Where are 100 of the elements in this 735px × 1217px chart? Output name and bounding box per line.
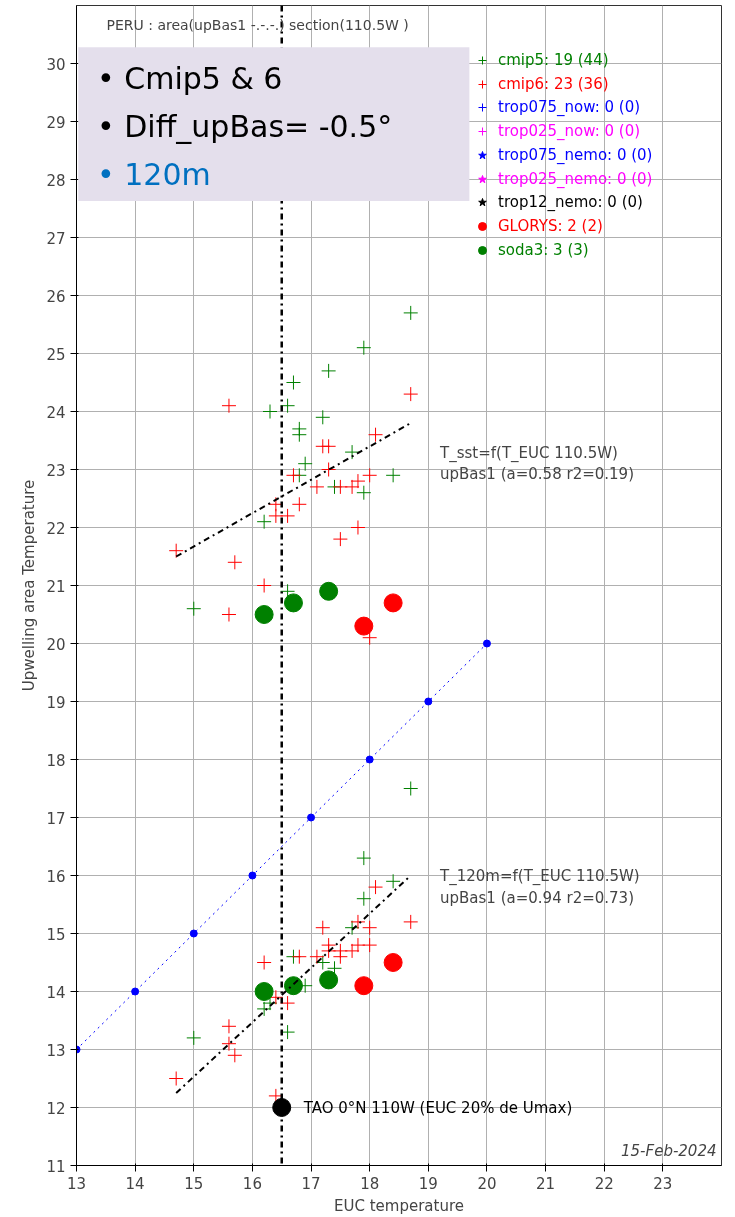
legend-label: trop025_now: 0 (0) bbox=[498, 121, 641, 142]
point bbox=[332, 479, 348, 495]
point bbox=[315, 409, 331, 425]
point bbox=[356, 485, 372, 501]
y-tick-label: 11 bbox=[46, 1157, 66, 1176]
point bbox=[262, 404, 278, 419]
point bbox=[362, 467, 378, 483]
point bbox=[272, 1098, 292, 1117]
point bbox=[309, 479, 325, 495]
x-tick-label: 20 bbox=[477, 1174, 497, 1193]
point bbox=[332, 949, 348, 965]
point bbox=[383, 953, 403, 972]
point bbox=[256, 578, 272, 593]
point bbox=[319, 581, 339, 601]
point bbox=[385, 873, 401, 889]
point bbox=[482, 639, 491, 648]
y-tick-label: 16 bbox=[46, 867, 66, 886]
y-tick-label: 27 bbox=[46, 229, 66, 248]
y-tick-label: 13 bbox=[46, 1041, 66, 1060]
annotation: 15-Feb-2024 bbox=[621, 1141, 717, 1160]
legend-label: trop075_now: 0 (0) bbox=[498, 97, 641, 118]
annotation: T_sst=f(T_EUC 110.5W) upBas1 (a=0.58 r2=0.19) bbox=[439, 443, 634, 484]
annotation: • 120m bbox=[97, 156, 211, 192]
point bbox=[268, 508, 284, 524]
point bbox=[315, 920, 331, 936]
point bbox=[321, 438, 337, 454]
point bbox=[297, 456, 313, 472]
point bbox=[403, 386, 419, 402]
point bbox=[280, 995, 296, 1011]
legend-label: soda3: 3 (3) bbox=[498, 239, 589, 260]
point bbox=[356, 891, 372, 907]
legend-label: trop025_nemo: 0 (0) bbox=[498, 168, 653, 189]
y-tick-label: 18 bbox=[46, 751, 66, 770]
point bbox=[248, 871, 257, 880]
x-tick-label: 14 bbox=[125, 1174, 145, 1193]
point bbox=[221, 607, 237, 622]
y-tick-label: 29 bbox=[46, 113, 66, 132]
point bbox=[350, 914, 366, 930]
y-tick-label: 24 bbox=[46, 403, 66, 422]
point bbox=[424, 697, 433, 706]
y-tick-label: 20 bbox=[46, 635, 66, 654]
point bbox=[186, 1030, 202, 1046]
point bbox=[291, 496, 307, 512]
y-tick-label: 22 bbox=[46, 519, 66, 538]
point bbox=[350, 520, 366, 535]
legend-label: GLORYS: 2 (2) bbox=[498, 215, 603, 236]
y-tick-label: 30 bbox=[46, 55, 66, 74]
y-tick-label: 17 bbox=[46, 809, 66, 828]
x-tick-label: 17 bbox=[301, 1174, 321, 1193]
x-tick-label: 18 bbox=[360, 1174, 380, 1193]
point bbox=[285, 467, 301, 483]
point bbox=[332, 531, 348, 547]
point bbox=[283, 976, 303, 996]
point bbox=[227, 554, 243, 570]
point bbox=[362, 937, 378, 953]
point bbox=[368, 427, 384, 443]
point bbox=[368, 879, 384, 895]
point bbox=[309, 949, 325, 965]
legend-label: cmip5: 19 (44) bbox=[498, 50, 609, 70]
annotation: • Diff_upBas= -0.5° bbox=[97, 108, 393, 144]
point bbox=[385, 467, 401, 483]
point bbox=[254, 605, 274, 624]
annotation: PERU : area(upBas1 -.-.-.) section(110.5W ) bbox=[106, 16, 409, 33]
annotation: T_120m=f(T_EUC 110.5W) upBas1 (a=0.94 r2=0.73) bbox=[439, 867, 640, 907]
x-tick-label: 21 bbox=[536, 1174, 556, 1193]
point bbox=[291, 949, 307, 965]
point bbox=[403, 914, 419, 930]
point bbox=[403, 305, 419, 321]
point bbox=[221, 1018, 237, 1034]
point bbox=[383, 593, 403, 613]
point bbox=[256, 514, 272, 530]
y-tick-label: 19 bbox=[46, 693, 66, 712]
x-tick-label: 15 bbox=[184, 1174, 204, 1193]
legend-label: cmip6: 23 (36) bbox=[498, 73, 609, 94]
point bbox=[403, 781, 419, 796]
point bbox=[186, 601, 202, 617]
point bbox=[365, 755, 374, 764]
point bbox=[356, 850, 372, 866]
y-tick-label: 15 bbox=[46, 925, 66, 944]
point bbox=[168, 543, 184, 559]
legend-label: trop12_nemo: 0 (0) bbox=[498, 192, 643, 213]
point bbox=[362, 920, 378, 936]
point bbox=[254, 982, 274, 1001]
x-tick-label: 19 bbox=[418, 1174, 438, 1193]
point bbox=[280, 398, 296, 414]
y-tick-label: 12 bbox=[46, 1099, 66, 1118]
x-tick-label: 22 bbox=[594, 1174, 614, 1193]
y-tick-label: 26 bbox=[46, 287, 66, 306]
point bbox=[291, 427, 307, 443]
point bbox=[356, 340, 372, 356]
y-tick-label: 23 bbox=[46, 461, 66, 480]
point bbox=[354, 976, 374, 996]
point bbox=[280, 1024, 296, 1040]
point bbox=[256, 955, 272, 970]
point bbox=[189, 929, 198, 938]
point bbox=[221, 398, 237, 414]
point bbox=[319, 970, 339, 990]
point bbox=[354, 616, 374, 636]
series-label: TAO 0°N 110W (EUC 20% de Umax) bbox=[302, 1098, 573, 1117]
y-tick-label: 28 bbox=[46, 171, 66, 190]
